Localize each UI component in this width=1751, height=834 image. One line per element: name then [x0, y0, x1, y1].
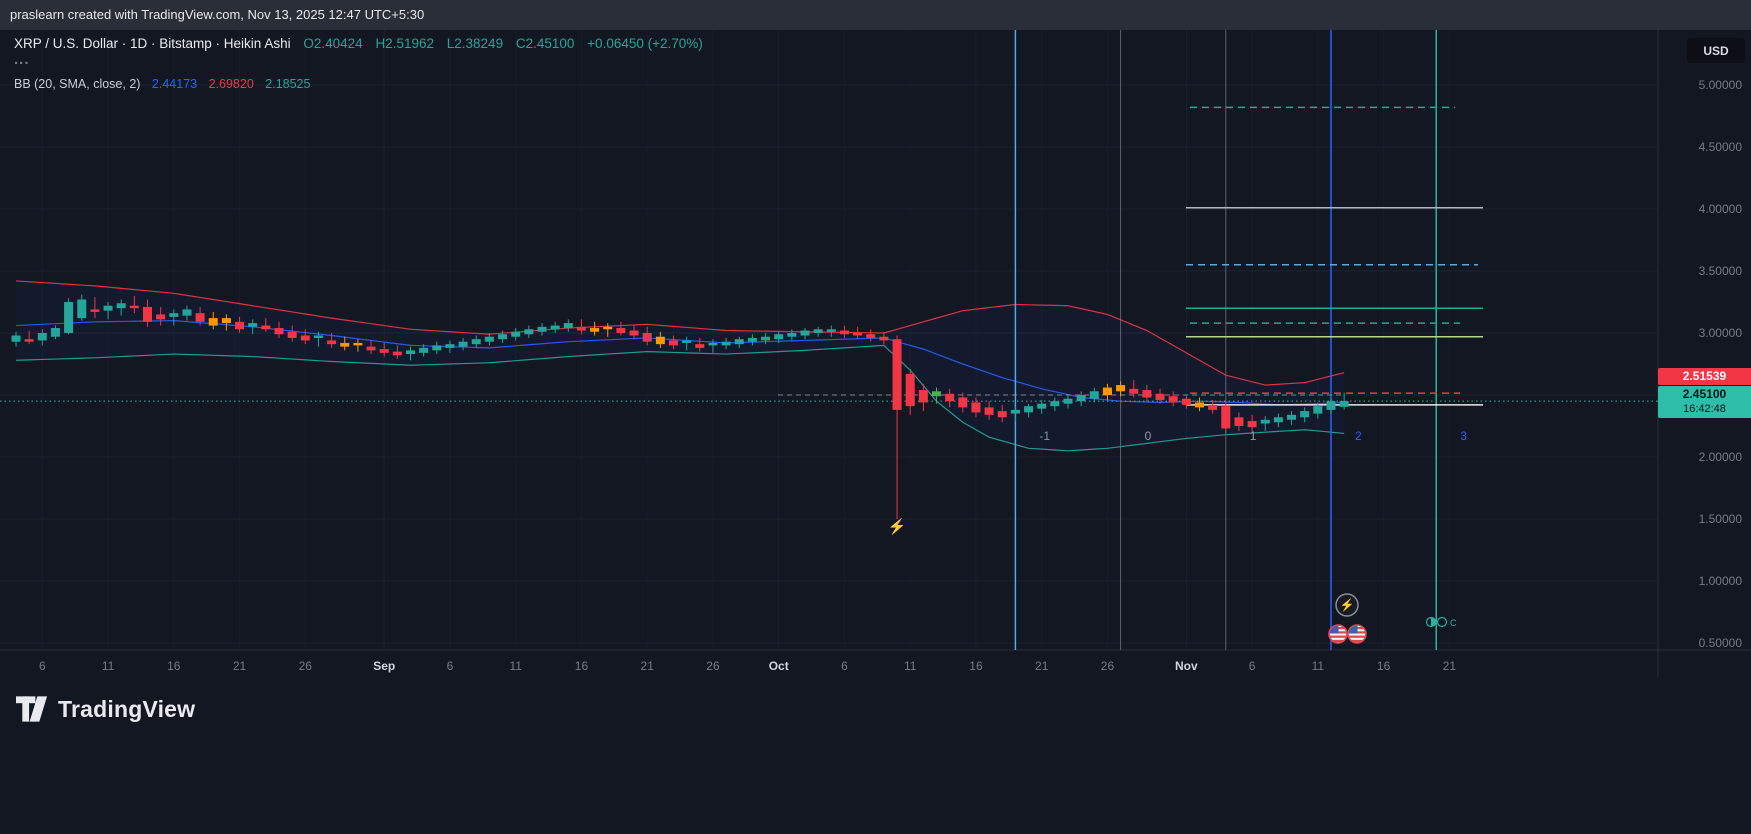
svg-text:16: 16: [1377, 659, 1391, 673]
svg-text:0.50000: 0.50000: [1699, 636, 1743, 650]
svg-text:11: 11: [509, 659, 522, 673]
tradingview-logo-icon: [16, 696, 48, 722]
chart-legend: XRP / U.S. Dollar · 1D · Bitstamp · Heik…: [14, 36, 703, 91]
high-value: H2.51962: [375, 36, 434, 51]
svg-text:6: 6: [1249, 659, 1256, 673]
legend-more-button[interactable]: ...: [14, 51, 30, 68]
svg-text:16: 16: [575, 659, 589, 673]
svg-text:1: 1: [1250, 429, 1257, 443]
brand-name: TradingView: [58, 696, 196, 722]
svg-text:⚡: ⚡: [1340, 598, 1355, 612]
svg-text:21: 21: [1443, 659, 1457, 673]
svg-text:21: 21: [1035, 659, 1049, 673]
price-chart-canvas[interactable]: 5.000004.500004.000003.500003.000002.500…: [0, 30, 1751, 678]
svg-text:6: 6: [447, 659, 454, 673]
svg-text:4.00000: 4.00000: [1699, 202, 1743, 216]
bar-countdown: 16:42:48: [1683, 403, 1726, 415]
ohlc-values: O2.40424 H2.51962 L2.38249 C2.45100: [294, 36, 578, 51]
svg-text:26: 26: [1101, 659, 1115, 673]
low-value: L2.38249: [446, 36, 504, 51]
symbol-row: XRP / U.S. Dollar · 1D · Bitstamp · Heik…: [14, 36, 703, 51]
svg-text:16: 16: [969, 659, 983, 673]
svg-text:-1: -1: [1039, 429, 1050, 443]
svg-text:16: 16: [167, 659, 181, 673]
svg-text:6: 6: [841, 659, 848, 673]
svg-text:5.00000: 5.00000: [1699, 78, 1743, 92]
svg-text:4.50000: 4.50000: [1699, 140, 1743, 154]
attribution-bar: praslearn created with TradingView.com, …: [0, 0, 1751, 30]
svg-text:3.00000: 3.00000: [1699, 326, 1743, 340]
svg-text:Nov: Nov: [1175, 659, 1198, 673]
svg-text:2: 2: [1355, 429, 1362, 443]
svg-text:11: 11: [102, 659, 115, 673]
attribution-text: praslearn created with TradingView.com, …: [10, 7, 425, 22]
red-line-price-label: 2.51539: [1658, 368, 1751, 385]
svg-text:C: C: [1450, 618, 1457, 628]
svg-text:0: 0: [1145, 429, 1152, 443]
footer: TradingView: [0, 678, 1751, 834]
svg-text:11: 11: [1312, 659, 1325, 673]
svg-text:1.00000: 1.00000: [1699, 574, 1743, 588]
svg-text:Oct: Oct: [769, 659, 789, 673]
bb-lower-value: 2.18525: [265, 77, 311, 91]
indicator-row[interactable]: BB (20, SMA, close, 2) 2.44173 2.69820 2…: [14, 77, 703, 91]
svg-text:3.50000: 3.50000: [1699, 264, 1743, 278]
close-value: C2.45100: [515, 36, 575, 51]
svg-text:21: 21: [233, 659, 247, 673]
svg-text:1.50000: 1.50000: [1699, 512, 1743, 526]
svg-text:21: 21: [641, 659, 655, 673]
svg-text:6: 6: [39, 659, 46, 673]
svg-text:3: 3: [1460, 429, 1467, 443]
last-price-label: 2.45100 16:42:48: [1658, 386, 1751, 418]
symbol-title[interactable]: XRP / U.S. Dollar · 1D · Bitstamp · Heik…: [14, 36, 291, 51]
chart-region: 5.000004.500004.000003.500003.000002.500…: [0, 30, 1751, 678]
svg-text:26: 26: [299, 659, 313, 673]
svg-text:26: 26: [706, 659, 720, 673]
bb-basis-value: 2.44173: [151, 77, 198, 91]
indicator-name: BB (20, SMA, close, 2): [14, 77, 141, 91]
svg-text:11: 11: [904, 659, 917, 673]
currency-toggle-button[interactable]: USD: [1687, 38, 1745, 63]
svg-text:2.00000: 2.00000: [1699, 450, 1743, 464]
tradingview-logo[interactable]: TradingView: [16, 696, 195, 723]
svg-text:Sep: Sep: [373, 659, 395, 673]
last-price-value: 2.45100: [1682, 387, 1727, 401]
bb-upper-value: 2.69820: [208, 77, 254, 91]
svg-text:⚡: ⚡: [888, 517, 907, 535]
open-value: O2.40424: [303, 36, 363, 51]
price-change: +0.06450 (+2.70%): [587, 36, 703, 51]
